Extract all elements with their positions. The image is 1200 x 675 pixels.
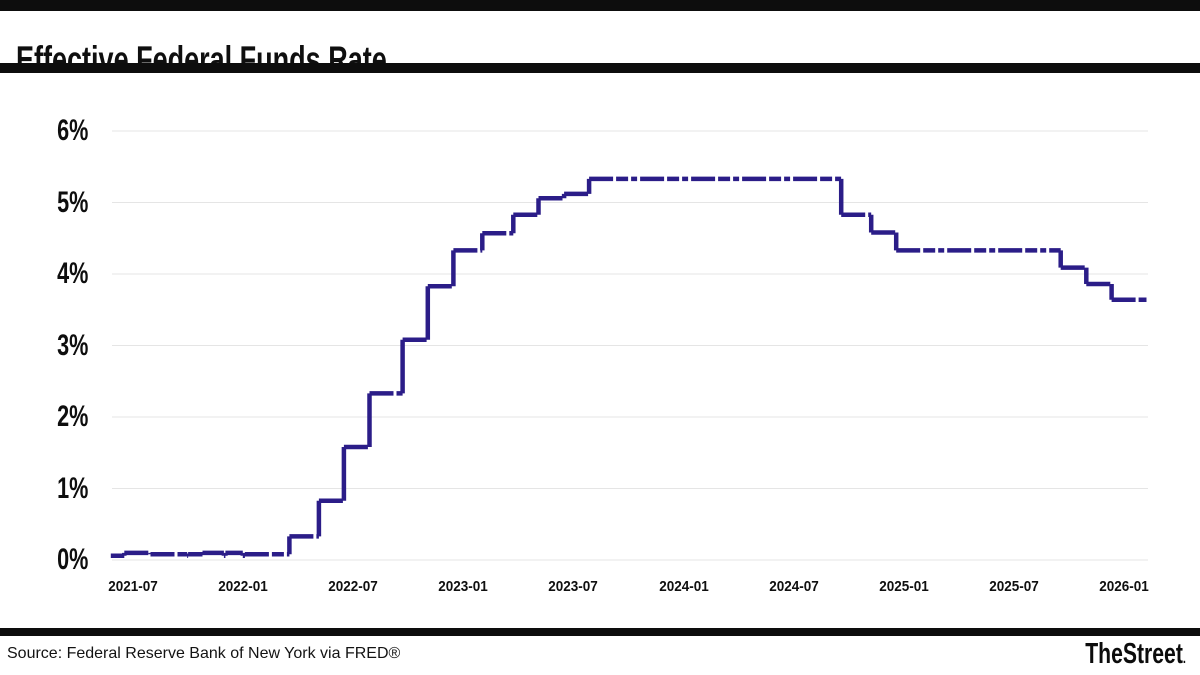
source-text: Source: Federal Reserve Bank of New York… (7, 645, 401, 662)
top-black-bar (0, 0, 1200, 11)
y-tick-label: 1% (56, 471, 88, 505)
y-tick-label: 4% (56, 257, 88, 290)
thestreet-logo-dot: . (1182, 650, 1186, 667)
x-tick-label: 2022-01 (218, 578, 268, 595)
y-tick-label: 2% (56, 400, 88, 433)
x-tick-label: 2025-01 (878, 578, 929, 595)
thestreet-logo-text: TheStreet (1085, 638, 1183, 670)
x-tick-label: 2023-01 (438, 578, 489, 595)
x-tick-label: 2024-07 (768, 578, 819, 595)
y-tick-label: 3% (56, 328, 88, 362)
x-tick-label: 2022-07 (328, 578, 378, 595)
x-tick-label: 2025-07 (989, 578, 1039, 595)
title-underline-bar (0, 63, 1200, 73)
footer-black-bar (0, 628, 1200, 636)
x-tick-label: 2024-01 (658, 578, 709, 595)
rate-line (122, 178, 1114, 556)
rate-line (110, 176, 1147, 558)
x-tick-label: 2023-07 (548, 578, 599, 595)
y-tick-label: 5% (56, 185, 88, 219)
x-tick-label: 2021-07 (108, 578, 158, 595)
y-tick-label: 0% (56, 543, 88, 576)
thestreet-logo: TheStreet. (1085, 638, 1186, 675)
x-tick-label: 2026-01 (1099, 578, 1149, 595)
y-tick-label: 6% (56, 114, 88, 147)
